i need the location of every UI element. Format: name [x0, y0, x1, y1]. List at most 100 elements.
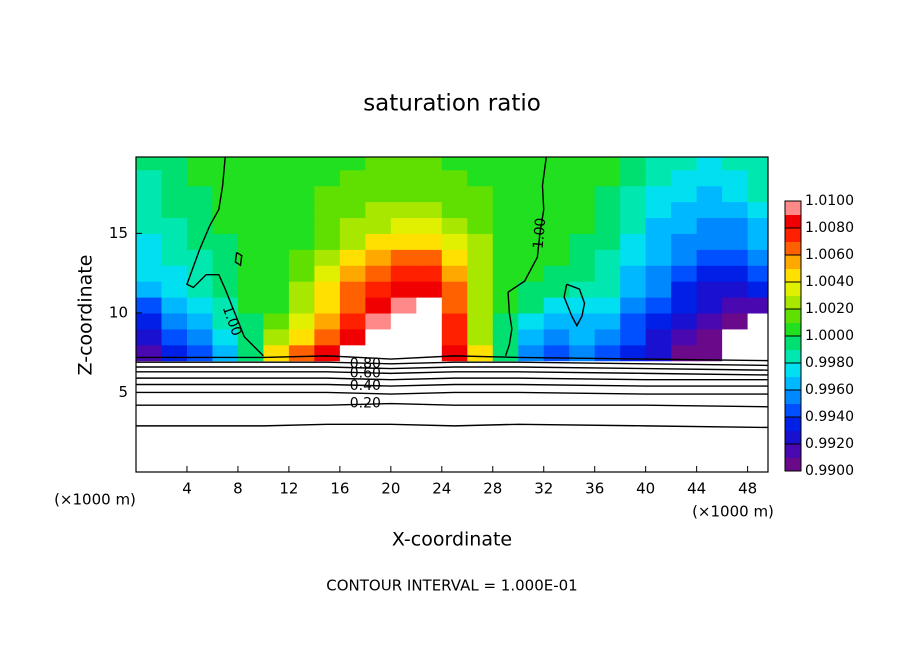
heat-cell — [441, 328, 468, 346]
heat-cell — [288, 233, 315, 250]
heat-cell — [645, 233, 672, 250]
colorbar-tick-label: 1.0000 — [805, 328, 854, 344]
heat-cell — [186, 217, 214, 234]
heat-cell — [671, 201, 698, 219]
heat-cell — [314, 281, 341, 298]
heat-cell — [747, 217, 768, 234]
heat-cell — [620, 344, 647, 362]
heat-cell — [339, 297, 366, 314]
colorbar-tick-label: 1.0040 — [805, 274, 854, 290]
heat-cell — [722, 157, 749, 171]
contour-line — [504, 157, 547, 357]
heat-cell — [645, 169, 672, 187]
heat-cell — [416, 201, 443, 219]
heat-cell — [161, 328, 188, 346]
heat-cell — [288, 265, 315, 282]
heat-cell — [136, 249, 163, 266]
heat-cell — [212, 217, 239, 234]
colorbar-band — [785, 349, 801, 364]
heat-cell — [696, 169, 723, 187]
colorbar-tick-label: 1.0080 — [805, 220, 854, 236]
heat-cell — [543, 297, 570, 314]
heat-cell — [747, 265, 768, 282]
heat-cell — [237, 281, 265, 298]
heat-cell — [696, 344, 723, 362]
heat-cell — [492, 281, 519, 298]
colorbar-band — [785, 417, 801, 431]
heat-cell — [671, 265, 698, 282]
heat-cell — [288, 185, 315, 203]
heat-cell — [416, 328, 443, 346]
x-tick-label: 36 — [585, 480, 604, 498]
heat-cell — [467, 169, 494, 187]
heat-cell — [288, 201, 315, 219]
heat-cell — [441, 249, 468, 266]
colorbar-band — [785, 336, 801, 350]
heat-cell — [416, 249, 443, 266]
heat-cell — [390, 297, 417, 314]
heat-cell — [467, 312, 494, 330]
heat-cell — [722, 297, 749, 314]
heat-cell — [543, 233, 570, 250]
colorbar-band — [785, 241, 801, 256]
heat-cell — [671, 328, 698, 346]
heat-cell — [722, 312, 749, 330]
heat-cell — [186, 297, 214, 314]
heat-cell — [696, 217, 723, 234]
heat-cell — [543, 169, 570, 187]
heat-cell — [492, 265, 519, 282]
contour-line — [136, 377, 768, 381]
heat-cell — [136, 265, 163, 282]
heat-cell — [288, 344, 315, 362]
heat-cell — [747, 249, 768, 266]
heat-cell — [441, 157, 468, 171]
heat-cell — [339, 169, 366, 187]
heat-cell — [467, 201, 494, 219]
heat-cell — [467, 328, 494, 346]
heat-cell — [365, 185, 392, 203]
contour-label: 1.00 — [531, 217, 550, 249]
heat-cell — [671, 297, 698, 314]
colorbar-tick-label: 0.9920 — [805, 436, 854, 452]
heat-cell — [237, 201, 265, 219]
heat-cell — [620, 185, 647, 203]
heat-cell — [722, 328, 749, 346]
heat-cell — [136, 281, 163, 298]
contour-line — [136, 371, 768, 376]
heat-cell — [467, 297, 494, 314]
heat-cell — [186, 328, 214, 346]
heat-cell — [365, 233, 392, 250]
heat-cell — [645, 281, 672, 298]
heat-cell — [237, 312, 265, 330]
chart-title: saturation ratio — [363, 91, 541, 117]
heat-cell — [186, 265, 214, 282]
colorbar-band — [785, 214, 801, 229]
heat-cell — [467, 233, 494, 250]
heat-cell — [161, 233, 188, 250]
heat-cell — [594, 328, 621, 346]
heat-cell — [339, 217, 366, 234]
heat-cell — [314, 157, 341, 171]
heat-cell — [696, 233, 723, 250]
heat-cell — [645, 265, 672, 282]
heat-cell — [263, 312, 290, 330]
colorbar-band — [785, 403, 801, 418]
heat-cell — [365, 169, 392, 187]
heat-cell — [467, 265, 494, 282]
heat-cell — [467, 344, 494, 362]
colorbar-tick-label: 0.9980 — [805, 355, 854, 371]
heat-cell — [365, 265, 392, 282]
heat-cell — [212, 328, 239, 346]
heat-cell — [237, 265, 265, 282]
heat-cell — [136, 217, 163, 234]
heat-cell — [696, 328, 723, 346]
heat-cell — [390, 344, 417, 362]
heat-cell — [645, 344, 672, 362]
heat-cell — [518, 169, 545, 187]
colorbar-band — [785, 322, 801, 337]
heat-cell — [543, 328, 570, 346]
heat-cell — [390, 169, 417, 187]
heat-cell — [263, 344, 290, 362]
colorbar-tick-label: 0.9940 — [805, 409, 854, 425]
